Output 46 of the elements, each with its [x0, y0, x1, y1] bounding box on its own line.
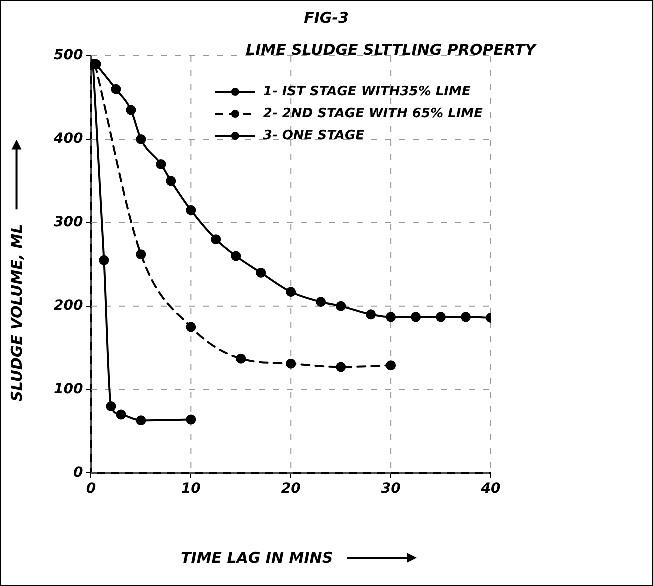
point: [256, 268, 266, 278]
point: [286, 287, 296, 298]
point: [99, 255, 110, 266]
point: [436, 312, 446, 322]
point: [166, 176, 176, 186]
point: [106, 401, 116, 412]
x-tick-label: 0: [86, 481, 96, 498]
x-tick-label: 40: [480, 481, 501, 498]
x-tick-label: 30: [381, 481, 402, 498]
chart-title: FIG-3: [303, 9, 350, 27]
x-tick-label: 20: [281, 481, 302, 498]
point: [126, 105, 136, 116]
legend-label: 2- 2ND STAGE WITH 65% LIME: [263, 106, 484, 122]
point: [461, 312, 472, 322]
y-tick-label: 200: [54, 298, 84, 314]
y-tick-label: 400: [52, 131, 84, 148]
point: [136, 250, 146, 260]
y-tick-label: 100: [54, 381, 84, 398]
point: [336, 301, 346, 312]
point: [386, 360, 396, 371]
legend-label: 3- ONE STAGE: [263, 128, 365, 144]
point: [231, 251, 242, 262]
y-tick-label: 500: [54, 48, 84, 64]
point: [366, 310, 376, 320]
point: [186, 205, 196, 216]
point: [186, 414, 196, 425]
point: [111, 84, 122, 94]
legend-label: 1- IST STAGE WITH35% LIME: [263, 84, 471, 100]
point: [136, 416, 146, 426]
point: [136, 134, 146, 144]
x-axis-title: TIME LAG IN MINS: [181, 549, 334, 567]
point: [316, 297, 326, 308]
point: [386, 312, 396, 322]
point: [336, 362, 346, 372]
point: [116, 410, 126, 420]
y-axis-title: SLUDGE VOLUME, ML: [8, 224, 26, 402]
x-tick-label: 10: [181, 481, 202, 498]
point: [411, 312, 422, 322]
point: [211, 234, 222, 245]
y-tick-label: 300: [54, 214, 84, 231]
y-tick-label: 0: [73, 464, 84, 481]
point: [236, 354, 246, 364]
point: [286, 358, 296, 369]
point: [186, 322, 196, 332]
chart-subtitle: LIME SLUDGE SLTTLING PROPERTY: [245, 41, 538, 59]
point: [156, 159, 166, 170]
